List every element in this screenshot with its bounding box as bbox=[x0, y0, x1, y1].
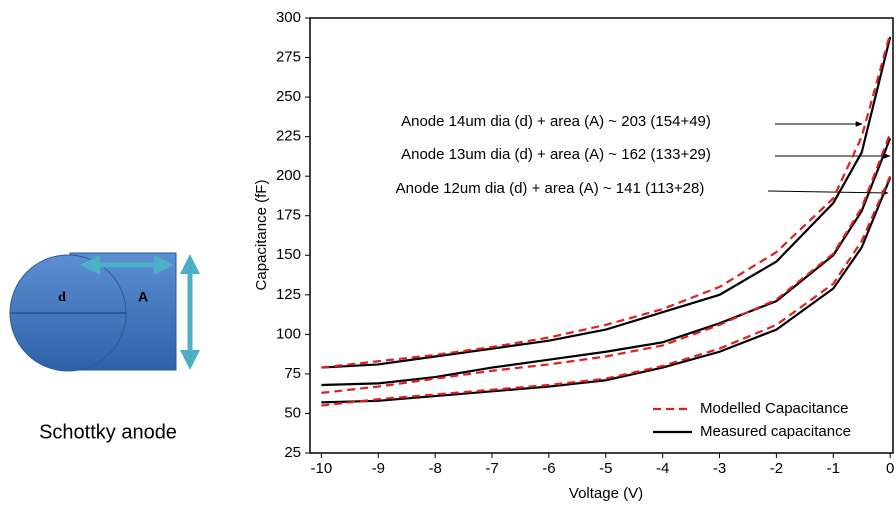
y-tick-label: 100 bbox=[276, 325, 301, 342]
anode-diagram: d A Schottky anode bbox=[9, 252, 200, 443]
legend-label: Measured capacitance bbox=[700, 423, 851, 440]
x-tick-label: 0 bbox=[886, 460, 894, 477]
y-tick-label: 225 bbox=[276, 128, 301, 145]
y-axis-label: Capacitance (fF) bbox=[253, 180, 270, 291]
x-axis-label: Voltage (V) bbox=[569, 485, 643, 502]
x-tick-label: -3 bbox=[713, 460, 726, 477]
legend-label: Modelled Capacitance bbox=[700, 400, 848, 417]
y-tick-label: 275 bbox=[276, 49, 301, 66]
y-tick-label: 125 bbox=[276, 286, 301, 303]
series-line bbox=[321, 137, 892, 387]
x-tick-label: -5 bbox=[599, 460, 612, 477]
x-tick-label: -8 bbox=[428, 460, 441, 477]
a-label: A bbox=[138, 289, 148, 305]
x-tick-label: -7 bbox=[485, 460, 498, 477]
x-tick-label: -2 bbox=[770, 460, 783, 477]
x-tick-label: -10 bbox=[311, 460, 333, 477]
annotation: Anode 12um dia (d) + area (A) ~ 141 (113… bbox=[396, 180, 705, 197]
y-tick-label: 25 bbox=[284, 444, 301, 461]
x-tick-label: -1 bbox=[827, 460, 840, 477]
d-label: d bbox=[58, 290, 66, 305]
y-tick-label: 175 bbox=[276, 207, 301, 224]
annotation: Anode 14um dia (d) + area (A) ~ 203 (154… bbox=[401, 113, 711, 130]
caption: Schottky anode bbox=[39, 421, 177, 443]
series-line bbox=[321, 33, 892, 369]
annotation: Anode 13um dia (d) + area (A) ~ 162 (133… bbox=[401, 146, 711, 163]
x-tick-label: -9 bbox=[372, 460, 385, 477]
x-tick-label: -4 bbox=[656, 460, 669, 477]
y-tick-label: 250 bbox=[276, 88, 301, 105]
y-tick-label: 75 bbox=[284, 365, 301, 382]
y-tick-label: 150 bbox=[276, 246, 301, 263]
series-line bbox=[321, 177, 892, 404]
plot-frame bbox=[309, 17, 894, 454]
y-tick-label: 50 bbox=[284, 404, 301, 421]
y-tick-label: 200 bbox=[276, 167, 301, 184]
x-tick-label: -6 bbox=[542, 460, 555, 477]
y-tick-label: 300 bbox=[276, 9, 301, 26]
series-line bbox=[321, 133, 892, 394]
series-line bbox=[321, 36, 892, 369]
series-line bbox=[321, 175, 892, 407]
